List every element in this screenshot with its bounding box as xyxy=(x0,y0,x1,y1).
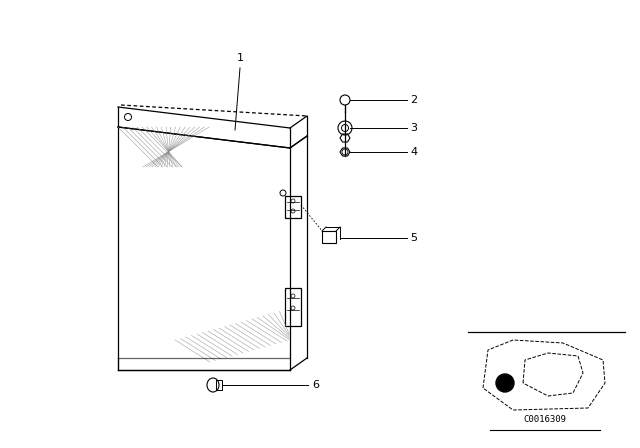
Bar xyxy=(285,196,301,218)
Text: 3: 3 xyxy=(410,123,417,133)
Text: C0016309: C0016309 xyxy=(524,415,566,424)
Bar xyxy=(322,231,336,243)
Circle shape xyxy=(496,374,514,392)
Text: 1: 1 xyxy=(237,53,243,63)
Text: 6: 6 xyxy=(312,380,319,390)
Text: 5: 5 xyxy=(410,233,417,243)
Bar xyxy=(285,288,301,326)
Text: 2: 2 xyxy=(410,95,417,105)
Bar xyxy=(216,380,222,390)
Text: 4: 4 xyxy=(410,147,417,157)
